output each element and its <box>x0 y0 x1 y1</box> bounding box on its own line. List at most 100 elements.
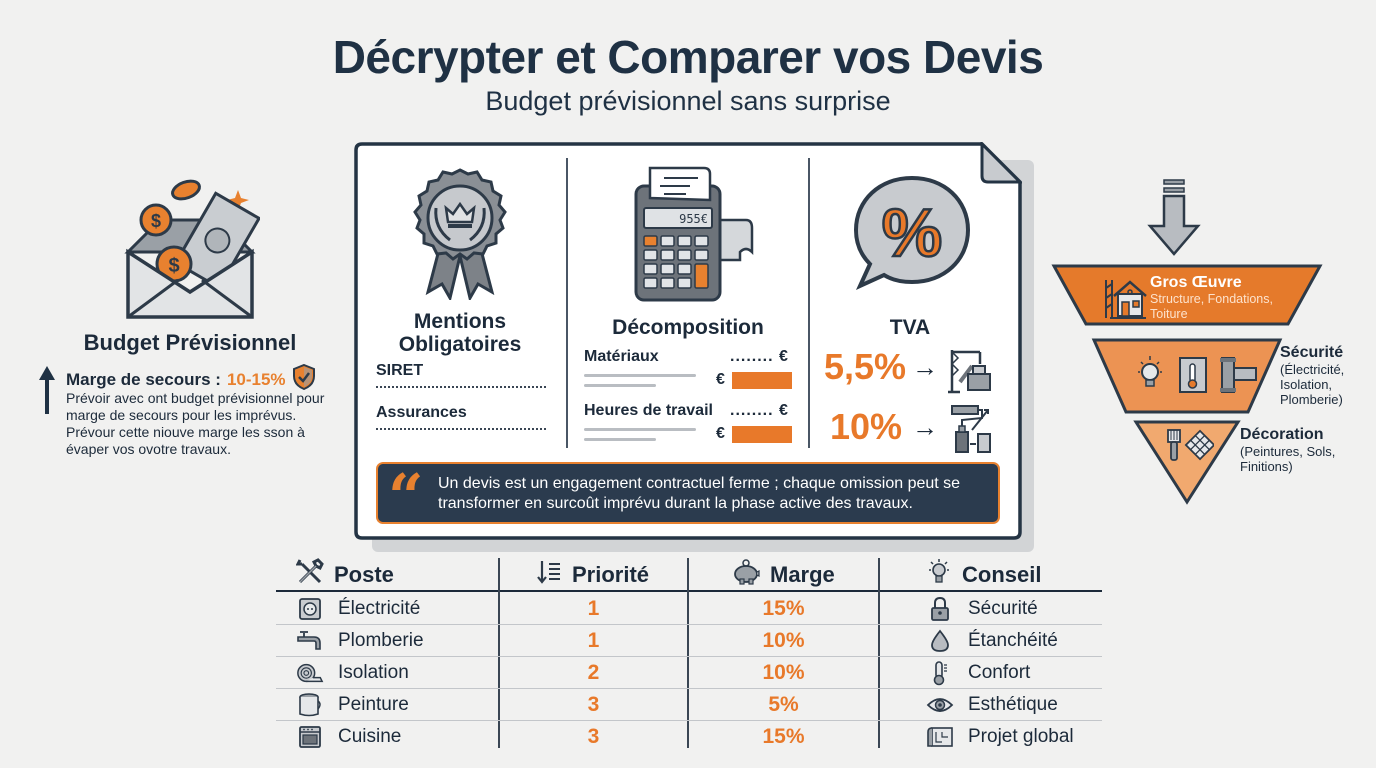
oven-icon <box>296 724 324 750</box>
heures-euro: € <box>716 425 725 442</box>
cell-conseil: Projet global <box>926 721 1074 753</box>
assurances-dotted-line <box>376 428 546 430</box>
power-outlet-icon <box>296 596 324 622</box>
insulation-roll-icon <box>296 660 324 686</box>
tva-rate-intermediate: 10% <box>830 406 903 447</box>
cell-conseil: Sécurité <box>926 593 1038 625</box>
crane-construction-icon <box>946 346 994 394</box>
header-marge: Marge <box>732 559 835 591</box>
up-arrow-icon <box>38 364 56 416</box>
table-row: Plomberie 1 10% Étanchéité <box>276 625 1102 657</box>
priority-pyramid: Gros Œuvre Structure, Fondations, Toitur… <box>1050 176 1376 506</box>
blueprint-plan-icon <box>926 724 954 750</box>
cell-priorite: 3 <box>587 725 600 748</box>
thermometer-panel-icon <box>1179 357 1207 393</box>
placeholder-line <box>584 374 696 377</box>
table-row: Électricité 1 15% Sécurité <box>276 593 1102 625</box>
tva-column: % TVA 5,5% → 10% → <box>810 158 1010 453</box>
header-poste: Poste <box>295 558 394 590</box>
tva-title: TVA <box>889 316 931 339</box>
mention-assurances: Assurances <box>376 404 467 421</box>
award-badge-icon <box>410 166 510 303</box>
siret-dotted-line <box>376 386 546 388</box>
cell-conseil: Étanchéité <box>926 625 1058 657</box>
cell-marge: 5% <box>768 693 799 716</box>
padlock-icon <box>926 596 954 622</box>
placeholder-line <box>584 428 696 431</box>
cell-priorite: 1 <box>587 629 600 652</box>
cell-poste: Isolation <box>296 657 409 689</box>
quote-text: Un devis est un engagement contractuel f… <box>438 475 961 512</box>
water-drop-icon <box>926 628 954 654</box>
budget-title: Budget Prévisionnel <box>83 330 297 355</box>
marge-label: Marge de secours : <box>66 369 221 389</box>
cell-priorite: 2 <box>587 661 600 684</box>
cell-marge: 10% <box>762 629 805 652</box>
sort-descending-icon <box>536 559 562 591</box>
placeholder-line <box>584 384 656 387</box>
mentions-column: Mentions Obligatoires SIRET Assurances <box>354 158 566 448</box>
header-conseil: Conseil <box>926 558 1041 592</box>
security-trades-icons <box>1136 354 1260 396</box>
thermometer-icon <box>926 660 954 686</box>
shield-check-icon <box>292 363 316 395</box>
lightbulb-idea-icon <box>926 558 952 592</box>
cell-poste: Cuisine <box>296 721 401 753</box>
paintbrush-tiles-icons <box>1164 428 1216 462</box>
calculator-icon: 955€ <box>628 164 758 304</box>
svg-text:$: $ <box>151 211 161 231</box>
arrow-icon: → <box>912 412 938 442</box>
cell-marge: 15% <box>762 725 805 748</box>
quote-document-card: Mentions Obligatoires SIRET Assurances 9… <box>354 142 1022 540</box>
svg-text:955€: 955€ <box>679 212 708 226</box>
materiaux-label: Matériaux <box>584 348 659 365</box>
mention-siret: SIRET <box>376 362 424 379</box>
materiaux-dots: ........ € <box>730 348 789 365</box>
lightbulb-icon <box>1138 356 1162 387</box>
level-securite: Sécurité (Électricité, Isolation, Plombe… <box>1280 344 1345 407</box>
materiaux-amount-bar <box>732 372 792 389</box>
table-header: Poste Priorité Marge Conseil <box>276 556 1102 592</box>
quote-banner: “ Un devis est un engagement contractuel… <box>376 462 1000 528</box>
cell-priorite: 1 <box>587 597 600 620</box>
column-divider <box>808 158 810 448</box>
table-row: Isolation 2 10% Confort <box>276 657 1102 689</box>
heures-label: Heures de travail <box>584 402 713 419</box>
arrow-icon: → <box>912 352 938 382</box>
percent-bubble-icon: % <box>850 172 974 292</box>
heures-dots: ........ € <box>730 402 789 419</box>
heures-amount-bar <box>732 426 792 443</box>
decomposition-column: 955€ Décomposition Matériaux ........ € … <box>568 158 808 448</box>
cell-conseil: Esthétique <box>926 689 1058 721</box>
column-divider <box>566 158 568 448</box>
header-priorite: Priorité <box>536 560 649 590</box>
cell-poste: Plomberie <box>296 625 424 657</box>
water-faucet-icon <box>296 628 324 654</box>
decomposition-title: Décomposition <box>612 316 764 339</box>
pipe-fitting-icon <box>1220 357 1257 393</box>
house-construction-icon <box>1102 274 1148 320</box>
marge-value: 10-15% <box>226 369 286 389</box>
mentions-title: Mentions Obligatoires <box>398 310 522 356</box>
tva-rate-reduced: 5,5% <box>824 346 907 387</box>
piggy-bank-icon <box>732 559 760 591</box>
column-divider <box>878 558 880 748</box>
column-divider <box>498 558 500 748</box>
cell-marge: 10% <box>762 661 805 684</box>
cell-conseil: Confort <box>926 657 1030 689</box>
page-title: Décrypter et Comparer vos Devis <box>332 31 1044 83</box>
cell-marge: 15% <box>762 597 805 620</box>
envelope-money-icon: $ $ <box>120 172 262 322</box>
paint-can-icon <box>296 692 324 718</box>
marge-line: Marge de secours : 10-15% <box>66 363 316 395</box>
materiaux-euro: € <box>716 371 725 388</box>
page-subtitle: Budget prévisionnel sans surprise <box>485 86 891 116</box>
svg-text:$: $ <box>168 255 179 277</box>
table-row: Peinture 3 5% Esthétique <box>276 689 1102 721</box>
table-row: Cuisine 3 15% Projet global <box>276 721 1102 753</box>
eye-icon <box>926 692 954 718</box>
budget-description: Prévoir avec ont budget prévisionnel pou… <box>66 390 325 457</box>
level-gros-oeuvre: Gros Œuvre Structure, Fondations, Toitur… <box>1150 274 1273 321</box>
column-divider <box>687 558 689 748</box>
paint-roller-renovation-icon <box>946 404 994 454</box>
